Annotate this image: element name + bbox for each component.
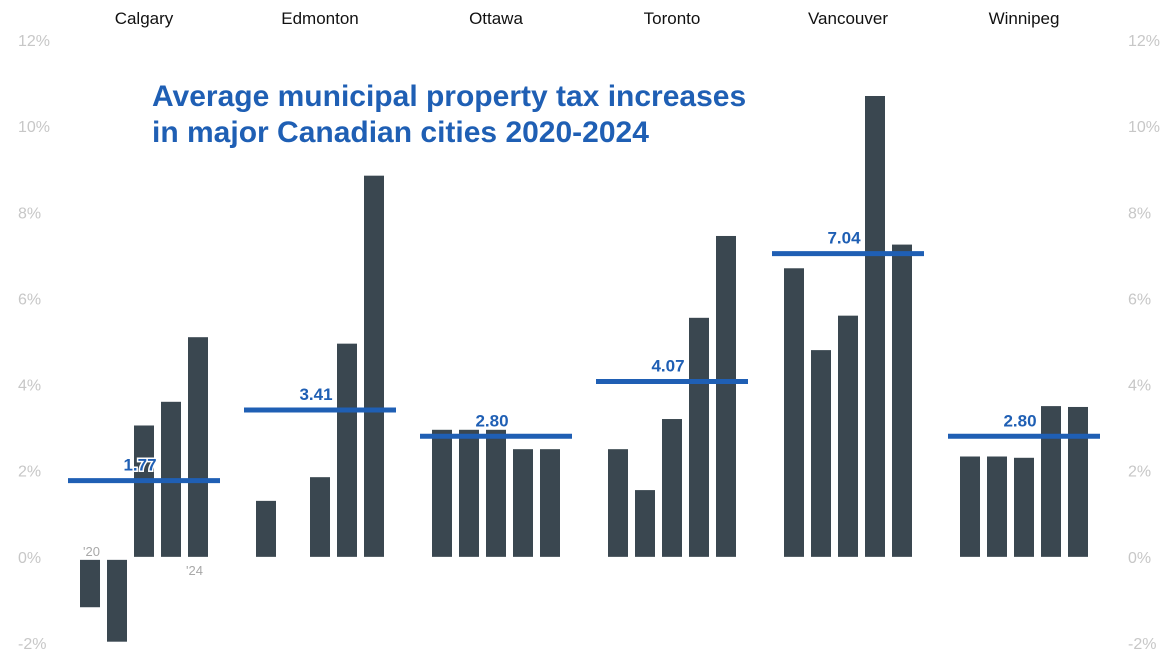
average-label-calgary: 1.77 xyxy=(123,456,156,475)
y-axis-left: -2% 0% 2% 4% 6% 8% 10% 12% xyxy=(18,33,50,653)
bar-calgary-2021 xyxy=(107,559,127,642)
y-tick-label-left: 8% xyxy=(18,205,41,222)
city-label-toronto: Toronto xyxy=(644,9,701,28)
bars xyxy=(80,95,1088,642)
bar-ottawa-2022 xyxy=(486,429,506,557)
y-tick-label-right: -2% xyxy=(1128,636,1156,652)
bar-vancouver-2023 xyxy=(865,95,885,557)
y-axis-right: -2% 0% 2% 4% 6% 8% 10% 12% xyxy=(1128,33,1160,653)
chart-title-line-1: Average municipal property tax increases xyxy=(152,80,746,113)
bar-calgary-2024 xyxy=(188,337,208,557)
average-label-vancouver: 7.04 xyxy=(827,229,861,248)
y-tick-label-right: 8% xyxy=(1128,205,1151,222)
bar-winnipeg-2023 xyxy=(1041,406,1061,557)
bar-edmonton-2023 xyxy=(337,343,357,557)
average-lines: 1.77 3.41 2.80 4.07 7.04 2.80 xyxy=(68,227,1100,484)
bar-edmonton-2022 xyxy=(310,477,330,557)
y-tick-label-right: 6% xyxy=(1128,291,1151,308)
chart-title: Average municipal property tax increases… xyxy=(152,80,754,149)
y-tick-label-left: 2% xyxy=(18,464,41,481)
y-tick-label-left: -2% xyxy=(18,636,46,652)
bar-toronto-2021 xyxy=(635,490,655,557)
bar-vancouver-2021 xyxy=(811,350,831,557)
y-tick-label-left: 10% xyxy=(18,119,50,136)
chart-title-line-2: in major Canadian cities 2020-2024 xyxy=(152,116,649,149)
bar-ottawa-2021 xyxy=(459,429,479,557)
bar-toronto-2020 xyxy=(608,449,628,557)
bar-winnipeg-2021 xyxy=(987,456,1007,557)
city-label-vancouver: Vancouver xyxy=(808,9,888,28)
bar-edmonton-2020 xyxy=(256,500,276,557)
y-tick-label-right: 0% xyxy=(1128,550,1151,567)
bar-vancouver-2024 xyxy=(892,244,912,557)
year-marker-start: '20 xyxy=(83,544,100,559)
y-tick-label-right: 10% xyxy=(1128,119,1160,136)
bar-edmonton-2024 xyxy=(364,175,384,557)
bar-toronto-2024 xyxy=(716,235,736,557)
y-tick-label-left: 4% xyxy=(18,378,41,395)
bar-winnipeg-2020 xyxy=(960,456,980,557)
y-tick-label-right: 4% xyxy=(1128,378,1151,395)
y-tick-label-right: 12% xyxy=(1128,33,1160,50)
city-label-ottawa: Ottawa xyxy=(469,9,523,28)
bar-ottawa-2023 xyxy=(513,449,533,557)
bar-ottawa-2024 xyxy=(540,449,560,557)
y-tick-label-left: 12% xyxy=(18,33,50,50)
city-label-calgary: Calgary xyxy=(115,9,174,28)
y-tick-label-left: 0% xyxy=(18,550,41,567)
bar-winnipeg-2024 xyxy=(1068,406,1088,557)
average-label-edmonton: 3.41 xyxy=(299,385,332,404)
average-label-winnipeg: 2.80 xyxy=(1003,411,1036,430)
bar-calgary-2022 xyxy=(134,425,154,557)
year-marker-end: '24 xyxy=(186,563,203,578)
bar-toronto-2023 xyxy=(689,317,709,557)
bar-calgary-2020 xyxy=(80,559,100,608)
bar-ottawa-2020 xyxy=(432,429,452,557)
city-labels: Calgary Edmonton Ottawa Toronto Vancouver Win… xyxy=(115,9,1060,28)
average-label-ottawa: 2.80 xyxy=(475,411,508,430)
y-tick-label-right: 2% xyxy=(1128,464,1151,481)
bar-vancouver-2020 xyxy=(784,268,804,557)
bar-vancouver-2022 xyxy=(838,315,858,557)
average-label-toronto: 4.07 xyxy=(651,357,684,376)
city-label-edmonton: Edmonton xyxy=(281,9,359,28)
bar-winnipeg-2022 xyxy=(1014,457,1034,557)
y-tick-label-left: 6% xyxy=(18,291,41,308)
year-markers: '20 '24 xyxy=(83,544,203,578)
bar-toronto-2022 xyxy=(662,419,682,557)
city-label-winnipeg: Winnipeg xyxy=(989,9,1060,28)
